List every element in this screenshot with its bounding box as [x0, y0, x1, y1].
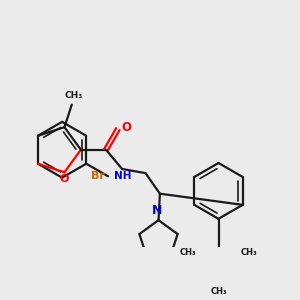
Text: O: O	[60, 174, 69, 184]
Text: Br: Br	[91, 171, 105, 181]
Text: CH₃: CH₃	[210, 287, 227, 296]
Text: O: O	[121, 121, 131, 134]
Text: NH: NH	[114, 171, 131, 181]
Text: CH₃: CH₃	[241, 248, 257, 257]
Text: CH₃: CH₃	[180, 248, 196, 257]
Text: CH₃: CH₃	[64, 92, 82, 100]
Text: N: N	[152, 204, 162, 217]
